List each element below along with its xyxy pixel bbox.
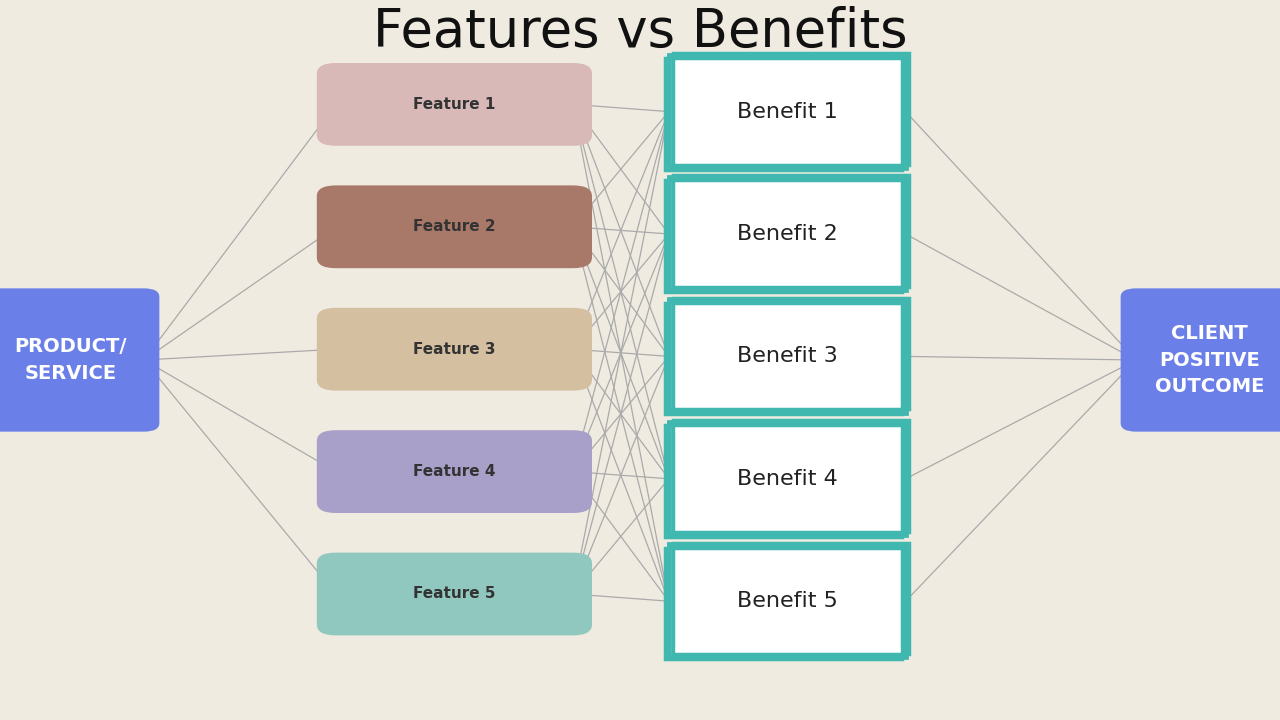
Text: Benefit 2: Benefit 2 [737,224,837,244]
Bar [673,543,909,654]
Bar [666,180,901,292]
FancyBboxPatch shape [316,308,591,390]
Bar [668,420,904,533]
Bar [668,543,904,655]
Text: Benefit 5: Benefit 5 [737,591,837,611]
FancyBboxPatch shape [0,289,160,432]
Text: Features vs Benefits: Features vs Benefits [372,6,908,58]
FancyBboxPatch shape [316,431,591,513]
Text: Feature 2: Feature 2 [413,220,495,234]
Text: Feature 1: Feature 1 [413,97,495,112]
Bar [671,302,906,413]
FancyBboxPatch shape [316,63,591,145]
Bar [671,547,906,658]
Bar [671,58,906,169]
Text: Feature 5: Feature 5 [413,587,495,601]
Bar [668,53,904,166]
Text: Benefit 4: Benefit 4 [737,469,837,489]
Bar [668,55,906,167]
FancyBboxPatch shape [316,553,591,636]
Bar [668,298,904,410]
Bar [673,175,909,287]
Bar [668,178,906,289]
Bar [668,55,906,167]
FancyBboxPatch shape [1121,289,1280,432]
Bar [666,302,901,415]
Bar [666,547,901,660]
Text: Feature 4: Feature 4 [413,464,495,479]
Bar [666,425,901,537]
Text: PRODUCT/
SERVICE: PRODUCT/ SERVICE [14,337,127,383]
Bar [668,546,906,657]
Bar [673,53,909,164]
Text: Benefit 1: Benefit 1 [737,102,837,122]
Text: Feature 3: Feature 3 [413,342,495,356]
Text: CLIENT
POSITIVE
OUTCOME: CLIENT POSITIVE OUTCOME [1155,324,1265,396]
Bar [668,178,906,289]
Bar [673,298,909,409]
Bar [668,301,906,412]
Bar [668,176,904,287]
FancyBboxPatch shape [316,185,591,268]
Bar [671,424,906,536]
Bar [671,179,906,291]
Bar [668,423,906,534]
Text: Benefit 3: Benefit 3 [737,346,837,366]
Bar [668,546,906,657]
Bar [666,58,901,170]
Bar [673,420,909,531]
Bar [668,301,906,412]
Bar [668,423,906,534]
